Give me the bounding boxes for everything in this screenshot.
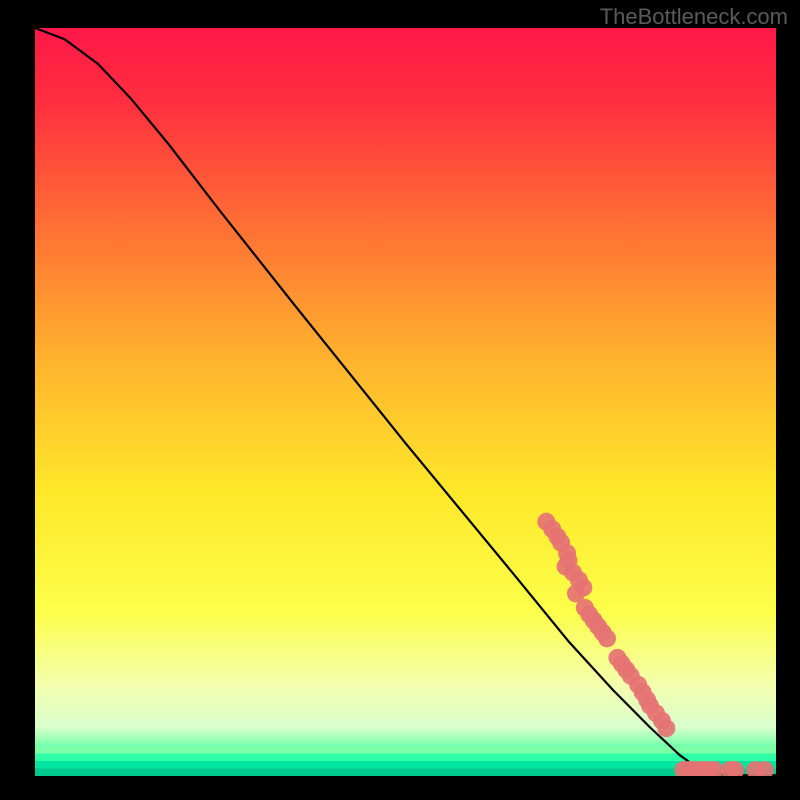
chart-canvas bbox=[0, 0, 800, 800]
gradient-background bbox=[35, 28, 776, 776]
data-point bbox=[598, 629, 616, 647]
watermark-text: TheBottleneck.com bbox=[600, 4, 788, 30]
data-point bbox=[657, 719, 675, 737]
bottom-green-stripes bbox=[35, 746, 776, 776]
chart-frame: TheBottleneck.com bbox=[0, 0, 800, 800]
